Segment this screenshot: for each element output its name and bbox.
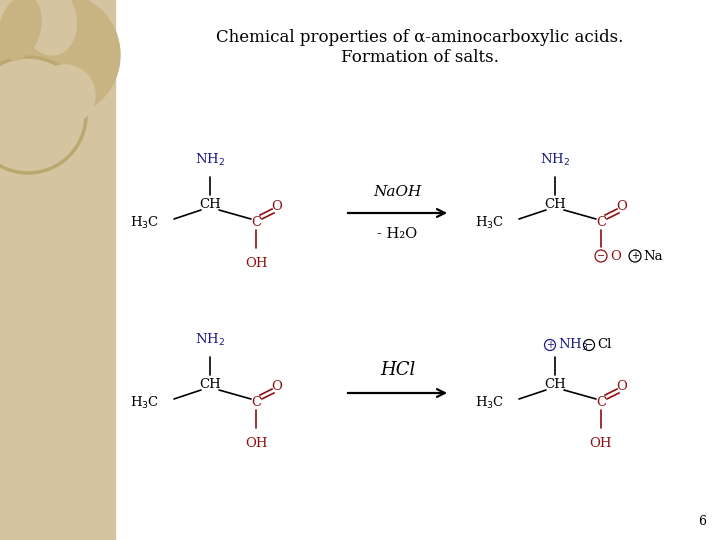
- Text: 6: 6: [698, 515, 706, 528]
- Bar: [0, 0, 115, 540]
- Text: H$_3$C: H$_3$C: [130, 215, 159, 231]
- Text: OH: OH: [245, 257, 267, 270]
- Text: OH: OH: [590, 437, 612, 450]
- Text: NH$_3$: NH$_3$: [558, 337, 588, 353]
- Text: O: O: [616, 380, 627, 393]
- Text: H$_3$C: H$_3$C: [474, 215, 504, 231]
- Text: Formation of salts.: Formation of salts.: [341, 50, 499, 66]
- Text: H$_3$C: H$_3$C: [474, 395, 504, 411]
- Text: C: C: [596, 215, 606, 228]
- Text: OH: OH: [245, 437, 267, 450]
- Text: NaOH: NaOH: [374, 185, 422, 199]
- Text: O: O: [271, 199, 282, 213]
- Text: O: O: [610, 249, 621, 262]
- Text: O: O: [271, 380, 282, 393]
- Ellipse shape: [19, 0, 76, 55]
- Text: H$_3$C: H$_3$C: [130, 395, 159, 411]
- Text: +: +: [631, 251, 639, 261]
- Circle shape: [0, 57, 86, 173]
- Text: CH: CH: [544, 199, 566, 212]
- Text: NH$_2$: NH$_2$: [195, 152, 225, 168]
- Text: CH: CH: [199, 199, 221, 212]
- Text: C: C: [251, 215, 261, 228]
- Text: - H₂O: - H₂O: [377, 227, 418, 241]
- Text: CH: CH: [199, 379, 221, 392]
- Text: NH$_2$: NH$_2$: [195, 332, 225, 348]
- Text: HCl: HCl: [380, 361, 415, 379]
- Text: Chemical properties of α-aminocarboxylic acids.: Chemical properties of α-aminocarboxylic…: [216, 30, 624, 46]
- Text: O: O: [616, 199, 627, 213]
- Text: −: −: [585, 340, 593, 350]
- Text: C: C: [251, 395, 261, 408]
- Circle shape: [35, 65, 95, 125]
- Circle shape: [0, 0, 120, 117]
- Ellipse shape: [0, 0, 41, 60]
- Text: −: −: [597, 251, 605, 261]
- Text: Cl: Cl: [597, 339, 611, 352]
- Text: +: +: [546, 340, 554, 350]
- Text: C: C: [596, 395, 606, 408]
- Text: NH$_2$: NH$_2$: [540, 152, 570, 168]
- Text: Na: Na: [643, 249, 662, 262]
- Text: CH: CH: [544, 379, 566, 392]
